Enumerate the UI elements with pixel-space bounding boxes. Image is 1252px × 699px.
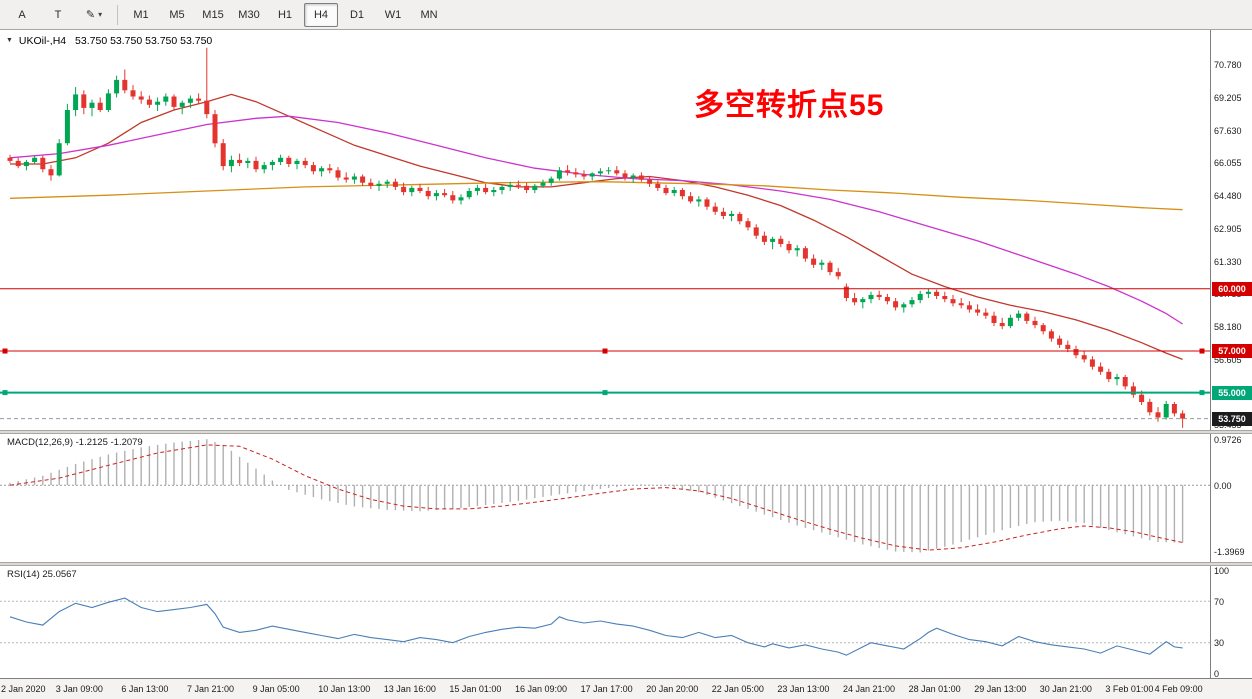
price-tick-label: 64.480 bbox=[1214, 191, 1242, 202]
price-tick-label: 66.055 bbox=[1214, 158, 1242, 169]
line-drag-handle[interactable] bbox=[602, 390, 608, 396]
time-axis-label: 29 Jan 13:00 bbox=[974, 684, 1027, 694]
overlay-ma-mid bbox=[9, 115, 1183, 325]
time-axis-label: 23 Jan 13:00 bbox=[777, 684, 830, 694]
line-drag-handle[interactable] bbox=[602, 348, 608, 354]
macd-pane-svg[interactable] bbox=[0, 434, 1210, 562]
price-tick-label: 58.180 bbox=[1214, 322, 1242, 333]
rsi-indicator-label: RSI(14) 25.0567 bbox=[7, 569, 77, 580]
timeframe-button-m5[interactable]: M5 bbox=[169, 8, 185, 21]
timeframe-button-d1[interactable]: D1 bbox=[349, 8, 365, 21]
chart-header: ▼ UKOil-,H4 53.750 53.750 53.750 53.750 bbox=[6, 35, 212, 47]
last-price-badge: 53.750 bbox=[1212, 411, 1252, 426]
timeframe-button-w1[interactable]: W1 bbox=[384, 8, 402, 21]
timeframe-button-m30[interactable]: M30 bbox=[238, 8, 260, 21]
caret-down-icon: ▾ bbox=[98, 10, 103, 19]
time-axis-label: 13 Jan 16:00 bbox=[383, 684, 436, 694]
time-axis-label: 30 Jan 21:00 bbox=[1039, 684, 1092, 694]
horizontal-line-57.000[interactable] bbox=[0, 348, 1210, 354]
candlestick-series[interactable] bbox=[7, 47, 1186, 428]
price-tick-label: 67.630 bbox=[1214, 125, 1242, 136]
time-axis-label: 4 Feb 09:00 bbox=[1154, 684, 1203, 694]
chart-area[interactable]: ▼ UKOil-,H4 53.750 53.750 53.750 53.750 … bbox=[0, 30, 1252, 699]
line-drag-handle[interactable] bbox=[1199, 348, 1205, 354]
price-tick-label: 69.205 bbox=[1214, 92, 1242, 103]
chart-menu-arrow-icon[interactable]: ▼ bbox=[6, 37, 13, 44]
line-drag-handle[interactable] bbox=[1199, 390, 1205, 396]
pane-splitter-macd[interactable] bbox=[0, 430, 1252, 434]
macd-histogram bbox=[9, 439, 1184, 553]
timeframe-button-m1[interactable]: M1 bbox=[133, 8, 149, 21]
macd-indicator-label: MACD(12,26,9) -1.2125 -1.2079 bbox=[7, 437, 143, 448]
time-axis-label: 15 Jan 01:00 bbox=[449, 684, 502, 694]
time-axis[interactable]: 2 Jan 2020 3 Jan 09:00 6 Jan 13:00 7 Jan 21… bbox=[0, 678, 1252, 699]
time-axis-label: 24 Jan 21:00 bbox=[843, 684, 896, 694]
timeframe-button-m15[interactable]: M15 bbox=[202, 8, 224, 21]
time-axis-label: 6 Jan 13:00 bbox=[121, 684, 169, 694]
overlay-ma-slow bbox=[9, 181, 1183, 211]
timeframe-button-h1[interactable]: H1 bbox=[277, 8, 293, 21]
line-drag-handle[interactable] bbox=[2, 348, 8, 354]
price-tick-label: 70.780 bbox=[1214, 60, 1242, 71]
time-axis-label: 16 Jan 09:00 bbox=[515, 684, 568, 694]
price-tick-label: 56.605 bbox=[1214, 354, 1242, 365]
price-tick-label: 62.905 bbox=[1214, 223, 1242, 234]
price-tick-label: 61.330 bbox=[1214, 256, 1242, 267]
rsi-line bbox=[9, 597, 1183, 656]
time-axis-label: 7 Jan 21:00 bbox=[187, 684, 235, 694]
time-axis-label: 22 Jan 05:00 bbox=[711, 684, 764, 694]
rsi-tick-label: 100 bbox=[1214, 565, 1230, 576]
macd-signal-line bbox=[9, 444, 1183, 551]
macd-tick-label: -1.3969 bbox=[1214, 546, 1245, 557]
main-pane-svg[interactable] bbox=[0, 30, 1210, 430]
level-price-badge: 60.000 bbox=[1212, 281, 1252, 296]
toolbar-separator bbox=[117, 4, 118, 25]
time-axis-label: 10 Jan 13:00 bbox=[318, 684, 371, 694]
rsi-pane-svg[interactable] bbox=[0, 566, 1210, 678]
toolbar-timeframes: M1 M5 M15 M30 H1 H4 D1 W1 MN bbox=[124, 2, 446, 27]
overlay-ma-fast bbox=[10, 93, 1183, 361]
macd-tick-label: 0.9726 bbox=[1214, 434, 1242, 445]
time-axis-label: 17 Jan 17:00 bbox=[580, 684, 633, 694]
timeframe-button-mn[interactable]: MN bbox=[420, 8, 438, 21]
time-axis-label: 2 Jan 2020 bbox=[1, 684, 46, 694]
rsi-tick-label: 70 bbox=[1214, 596, 1225, 607]
time-axis-label: 9 Jan 05:00 bbox=[252, 684, 300, 694]
timeframe-button-h4[interactable]: H4 bbox=[304, 2, 338, 27]
rsi-tick-label: 0 bbox=[1214, 669, 1220, 680]
chart-annotation[interactable]: 多空转折点55 bbox=[694, 89, 885, 122]
chart-ohlc-values: 53.750 53.750 53.750 53.750 bbox=[75, 35, 213, 47]
tool-button-a[interactable]: A bbox=[18, 8, 26, 21]
time-axis-label: 28 Jan 01:00 bbox=[908, 684, 961, 694]
macd-tick-label: 0.00 bbox=[1214, 480, 1232, 491]
time-axis-label: 3 Jan 09:00 bbox=[55, 684, 103, 694]
level-price-badge: 57.000 bbox=[1212, 344, 1252, 359]
tool-button-t[interactable]: T bbox=[54, 8, 62, 21]
line-drag-handle[interactable] bbox=[2, 390, 8, 396]
pane-splitter-rsi[interactable] bbox=[0, 562, 1252, 566]
level-price-badge: 55.000 bbox=[1212, 385, 1252, 400]
time-axis-label: 20 Jan 20:00 bbox=[646, 684, 699, 694]
toolbar: A T ✎ ▾ M1 M5 M15 M30 H1 H4 D1 W1 MN bbox=[0, 0, 1252, 30]
horizontal-line-55.000[interactable] bbox=[0, 390, 1210, 396]
toolbar-tools: A T ✎ ▾ bbox=[5, 3, 111, 27]
chart-symbol-label: UKOil-,H4 bbox=[18, 35, 67, 47]
time-axis-label: 3 Feb 01:00 bbox=[1105, 684, 1154, 694]
price-axis[interactable]: 70.780 69.205 67.630 66.055 64.480 62.905 61.3… bbox=[1210, 30, 1252, 680]
tool-button-draw[interactable]: ✎ ▾ bbox=[85, 9, 103, 21]
rsi-tick-label: 30 bbox=[1214, 638, 1225, 649]
